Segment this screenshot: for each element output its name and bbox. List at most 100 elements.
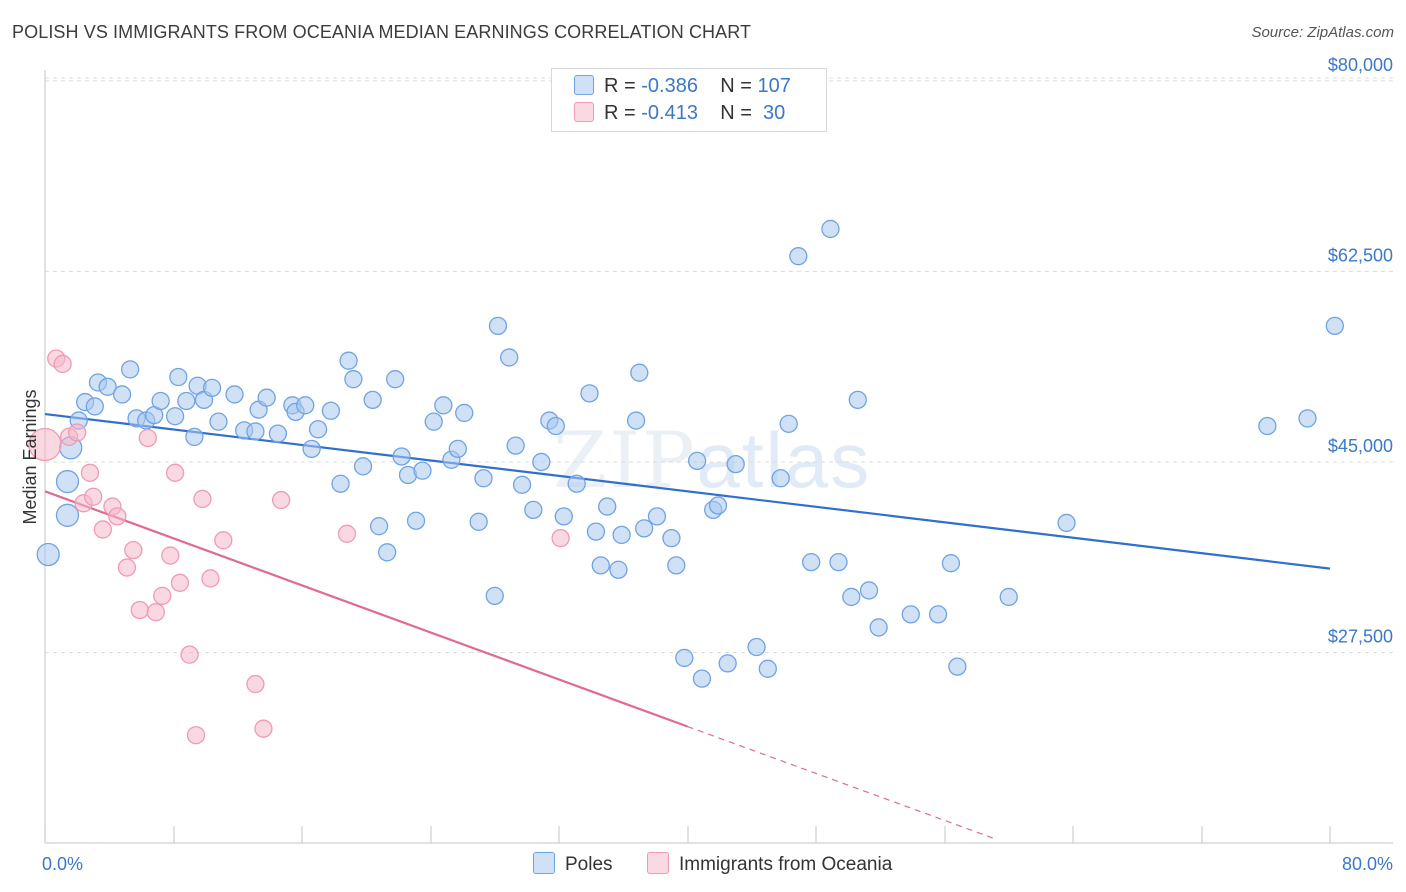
point-poles xyxy=(500,348,519,367)
point-oceania xyxy=(165,463,185,482)
point-poles xyxy=(209,412,228,431)
point-poles xyxy=(296,396,315,415)
point-oceania xyxy=(84,487,103,506)
point-oceania xyxy=(130,600,149,620)
point-poles xyxy=(120,360,140,379)
point-poles xyxy=(941,554,961,573)
point-poles xyxy=(630,363,649,382)
point-poles xyxy=(591,556,610,575)
point-poles xyxy=(612,525,631,545)
data-points xyxy=(28,219,1344,745)
point-oceania xyxy=(271,490,291,510)
point-poles xyxy=(308,420,328,439)
series-legend-poles: Poles xyxy=(533,852,613,876)
trend-lines xyxy=(44,412,1331,841)
point-oceania xyxy=(180,645,199,664)
point-poles xyxy=(339,351,358,370)
point-poles xyxy=(708,496,728,515)
point-oceania xyxy=(214,531,233,550)
point-oceania xyxy=(28,427,62,462)
point-poles xyxy=(344,370,363,389)
point-poles xyxy=(165,407,185,426)
point-poles xyxy=(151,391,170,411)
point-poles xyxy=(392,447,411,466)
point-poles xyxy=(999,587,1018,607)
legend-row-poles: R = -0.386 N = 107 xyxy=(574,75,791,99)
point-poles xyxy=(842,587,861,607)
point-oceania xyxy=(93,520,112,539)
legend-n-label: N = xyxy=(720,75,758,97)
point-poles xyxy=(687,451,707,471)
x-tick-label-max: 80.0% xyxy=(1342,854,1393,874)
point-poles xyxy=(647,507,667,526)
y-tick-label: $62,500 xyxy=(1328,245,1393,265)
point-poles xyxy=(634,519,654,538)
point-poles xyxy=(474,469,493,488)
point-poles xyxy=(434,396,453,415)
legend-swatch-poles xyxy=(574,75,594,95)
point-poles xyxy=(718,654,737,673)
legend-r-label: R = xyxy=(604,102,642,124)
point-poles xyxy=(1298,409,1317,428)
point-oceania xyxy=(337,524,357,543)
point-poles xyxy=(747,637,766,657)
point-poles xyxy=(246,422,265,441)
point-poles xyxy=(586,522,606,541)
legend-n-label: N = xyxy=(720,102,758,124)
trend-extension-oceania xyxy=(687,725,998,841)
point-poles xyxy=(455,403,474,423)
x-tick-label-min: 0.0% xyxy=(42,854,83,874)
point-oceania xyxy=(117,558,137,577)
point-poles xyxy=(626,411,646,430)
series-legend: Poles Immigrants from Oceania xyxy=(0,852,1406,878)
series-legend-oceania: Immigrants from Oceania xyxy=(647,852,892,876)
point-poles xyxy=(1057,513,1076,533)
legend-swatch-oceania xyxy=(574,102,594,122)
point-poles xyxy=(524,500,543,519)
point-oceania xyxy=(138,428,157,448)
point-poles xyxy=(554,507,573,526)
series-swatch-oceania xyxy=(647,852,669,874)
point-poles xyxy=(1258,416,1277,436)
point-poles xyxy=(321,401,341,420)
point-poles xyxy=(257,388,276,407)
trend-line-poles xyxy=(44,412,1331,570)
point-oceania xyxy=(161,546,180,565)
point-poles xyxy=(532,452,551,472)
legend-r-label: R = xyxy=(604,75,642,97)
point-poles xyxy=(598,497,617,516)
point-poles xyxy=(1325,316,1344,336)
point-poles xyxy=(901,605,920,624)
point-poles xyxy=(848,390,867,410)
point-poles xyxy=(268,424,288,443)
point-poles xyxy=(302,439,321,459)
series-label-oceania: Immigrants from Oceania xyxy=(679,854,893,875)
point-poles xyxy=(771,469,790,488)
point-oceania xyxy=(254,719,273,738)
point-oceania xyxy=(124,540,143,560)
point-poles xyxy=(185,427,204,447)
point-poles xyxy=(859,581,879,600)
series-swatch-poles xyxy=(533,852,555,874)
point-poles xyxy=(546,416,565,436)
point-poles xyxy=(948,657,967,676)
point-poles xyxy=(928,605,948,624)
y-tick-label: $27,500 xyxy=(1328,626,1393,646)
legend-n-value-oceania: 30 xyxy=(757,102,786,124)
point-poles xyxy=(36,542,60,567)
point-poles xyxy=(112,385,132,404)
point-poles xyxy=(98,377,117,396)
point-poles xyxy=(331,474,350,493)
point-poles xyxy=(363,390,382,410)
point-poles xyxy=(469,512,488,531)
point-oceania xyxy=(186,726,206,745)
correlation-legend: R = -0.386 N = 107 R = -0.413 N = 30 xyxy=(551,68,827,132)
legend-r-value-poles: -0.386 xyxy=(641,75,698,97)
y-tick-label: $45,000 xyxy=(1328,436,1393,456)
point-poles xyxy=(506,436,525,455)
trend-line-oceania xyxy=(44,490,688,728)
y-tick-label: $80,000 xyxy=(1328,55,1393,75)
point-poles xyxy=(667,556,686,575)
point-oceania xyxy=(170,573,190,592)
point-oceania xyxy=(53,354,72,374)
